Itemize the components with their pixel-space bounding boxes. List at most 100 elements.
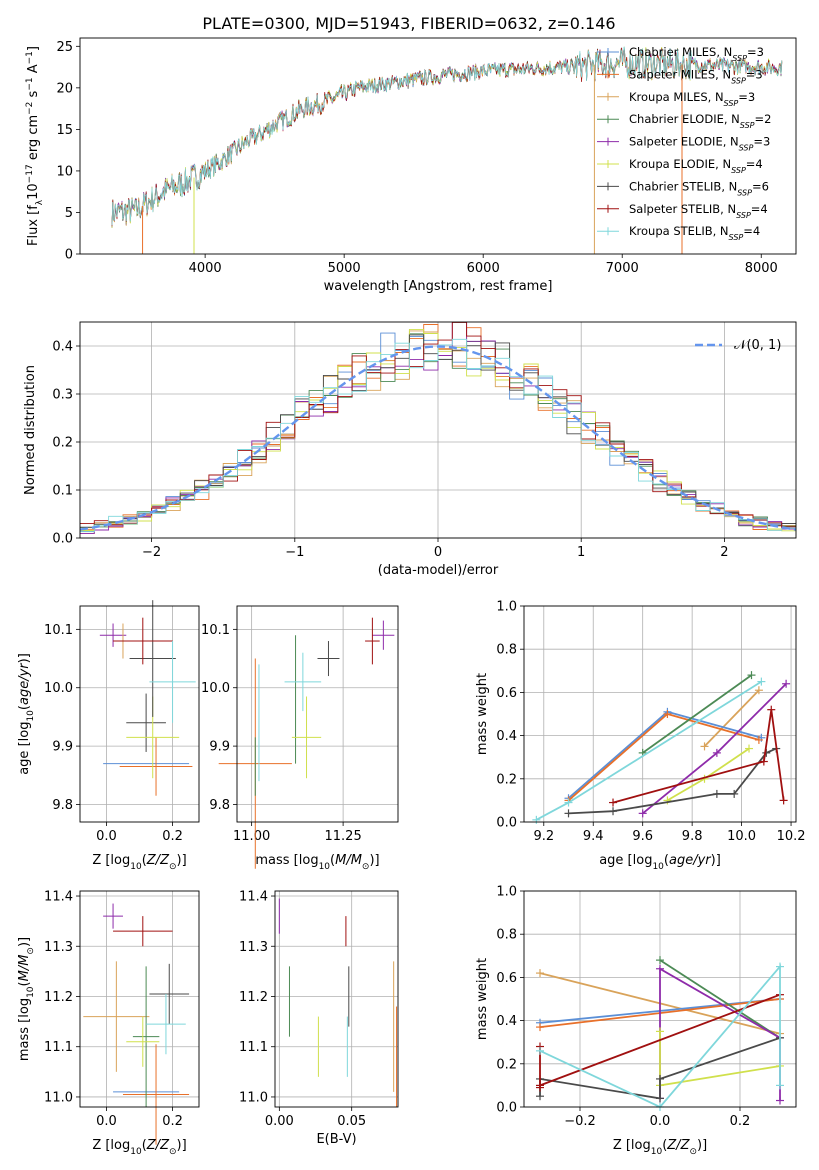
x-tick-label: 0.0 <box>96 1114 117 1129</box>
weight-vs-age-panel: 9.2 9.4 9.6 9.8 10.0 10.2 0.0 0.2 0.4 0.6 0.8 1.0 ag… <box>475 600 806 873</box>
weight-line-8 <box>539 964 781 1109</box>
y-axis-label: age [log10(age/yr)] <box>17 653 36 775</box>
x-axis-label: (data-model)/error <box>378 563 499 578</box>
weight-line-1 <box>567 713 760 802</box>
legend-label: Chabrier MILES, NSSP=3 <box>629 45 764 63</box>
model-spectrum-8 <box>111 46 783 226</box>
weight-line-5 <box>666 747 750 802</box>
error-bars <box>99 600 196 796</box>
weight-line-6 <box>568 747 777 815</box>
x-tick-label: 0.2 <box>162 1114 183 1129</box>
y-tick-label: 0.6 <box>496 686 517 701</box>
y-tick-label: 11.0 <box>239 1090 268 1105</box>
x-axis-label: Z [log10(Z/Z⊙)] <box>92 1138 186 1157</box>
weight-line-7 <box>539 993 781 1088</box>
y-tick-label: 11.2 <box>239 990 268 1005</box>
y-tick-label: 0.3 <box>52 388 73 403</box>
legend-label: Salpeter STELIB, NSSP=4 <box>629 202 768 220</box>
axes-frame <box>523 605 797 823</box>
chart-title: PLATE=0300, MJD=51943, FIBERID=0632, z=0… <box>202 14 615 33</box>
weight-vs-metallicity-panel: −0.2 0.0 0.2 0.0 0.2 0.4 0.6 0.8 1.0 Z [log10(Z/Z… <box>475 885 797 1157</box>
residuals-panel: −2 −1 0 1 2 0.0 0.1 0.2 0.3 0.4 (data-model)/error… <box>23 321 797 578</box>
spectrum-lines <box>111 46 783 254</box>
residual-histograms <box>80 322 796 534</box>
y-tick-label: 20 <box>56 81 73 96</box>
x-tick-label: 10.2 <box>777 829 806 844</box>
weight-line-3 <box>642 674 753 754</box>
residual-histogram-4 <box>80 322 796 534</box>
legend-label: Chabrier STELIB, NSSP=6 <box>629 179 769 197</box>
x-tick-label: −2 <box>142 545 161 560</box>
x-axis-label: age [log10(age/yr)] <box>599 853 721 872</box>
x-tick-label: 0 <box>434 545 442 560</box>
y-tick-label: 10.1 <box>201 623 230 638</box>
y-tick-label: 0.4 <box>496 729 517 744</box>
y-tick-label: 0.4 <box>496 1014 517 1029</box>
y-tick-label: 9.9 <box>209 740 230 755</box>
x-tick-label: 9.2 <box>533 829 554 844</box>
y-tick-label: 0.2 <box>52 436 73 451</box>
y-tick-label: 10.0 <box>44 681 73 696</box>
weight-lines <box>536 956 784 1111</box>
y-tick-label: 9.9 <box>52 740 73 755</box>
y-tick-label: 11.0 <box>44 1090 73 1105</box>
legend-label: Chabrier ELODIE, NSSP=2 <box>629 112 771 130</box>
y-axis-label: mass weight <box>475 673 490 755</box>
weight-line-2 <box>703 689 760 748</box>
y-tick-label: 0.6 <box>496 971 517 986</box>
weight-lines <box>532 671 791 824</box>
x-tick-label: 11.25 <box>325 829 362 844</box>
y-tick-label: 11.2 <box>44 990 73 1005</box>
x-tick-label: 0.2 <box>162 829 183 844</box>
y-tick-label: 5 <box>65 206 73 221</box>
x-axis-label: Z [log10(Z/Z⊙)] <box>92 853 186 872</box>
y-tick-label: 0.4 <box>52 340 73 355</box>
x-tick-label: 5000 <box>328 261 361 276</box>
x-tick-label: 11.00 <box>233 829 270 844</box>
axes-frame <box>79 37 797 255</box>
y-tick-label: 1.0 <box>496 885 517 900</box>
legend-label: 𝒩(0, 1) <box>734 338 781 353</box>
x-tick-label: 9.8 <box>682 829 703 844</box>
x-tick-label: 6000 <box>467 261 500 276</box>
axes-frame <box>274 890 399 1108</box>
x-axis-label: E(B-V) <box>316 1132 356 1147</box>
axes-frame <box>79 890 200 1108</box>
y-axis-label: mass weight <box>475 958 490 1040</box>
age-vs-metallicity-panel: 0.0 0.2 9.8 9.9 10.0 10.1 Z [log10(Z/Z⊙)] age [… <box>17 600 200 872</box>
y-axis-label: Normed distribution <box>23 365 38 495</box>
x-tick-label: −0.2 <box>564 1114 596 1129</box>
error-bars <box>278 898 398 1107</box>
axes-frame <box>523 890 797 1108</box>
y-tick-label: 0.1 <box>52 484 73 499</box>
legend: Chabrier MILES, NSSP=3 Salpeter MILES, NS… <box>597 45 771 242</box>
y-axis-label: mass [log10(M/M⊙)] <box>17 937 36 1061</box>
y-tick-label: 0.2 <box>496 1057 517 1072</box>
x-axis-label: wavelength [Angstrom, rest frame] <box>324 279 553 294</box>
legend-label: Kroupa MILES, NSSP=3 <box>629 90 755 108</box>
x-tick-label: 10.0 <box>727 829 756 844</box>
weight-line-7 <box>612 709 785 804</box>
y-tick-label: 11.1 <box>239 1040 268 1055</box>
x-tick-label: 9.4 <box>583 829 604 844</box>
y-tick-label: 9.8 <box>209 798 230 813</box>
y-tick-label: 0.0 <box>52 532 73 547</box>
error-bars <box>218 617 395 869</box>
y-tick-label: 10.1 <box>44 623 73 638</box>
axes-frame <box>79 321 797 539</box>
normal-reference-curve <box>80 345 796 531</box>
x-tick-label: 1 <box>577 545 585 560</box>
x-tick-label: 2 <box>720 545 728 560</box>
spectrum-panel: PLATE=0300, MJD=51943, FIBERID=0632, z=0… <box>25 14 797 294</box>
y-tick-label: 0.0 <box>496 1101 517 1116</box>
legend-label: Kroupa ELODIE, NSSP=4 <box>629 157 763 175</box>
y-tick-label: 11.3 <box>239 940 268 955</box>
y-tick-label: 25 <box>56 40 73 55</box>
y-tick-label: 15 <box>56 123 73 138</box>
mass-vs-metallicity-panel: 0.0 0.2 11.0 11.1 11.2 11.3 11.4 Z [log10(Z/Z⊙)… <box>17 890 200 1157</box>
y-tick-label: 0.0 <box>496 816 517 831</box>
weight-line-3 <box>659 959 781 1039</box>
x-tick-label: 0.05 <box>337 1114 366 1129</box>
y-tick-label: 0.8 <box>496 928 517 943</box>
